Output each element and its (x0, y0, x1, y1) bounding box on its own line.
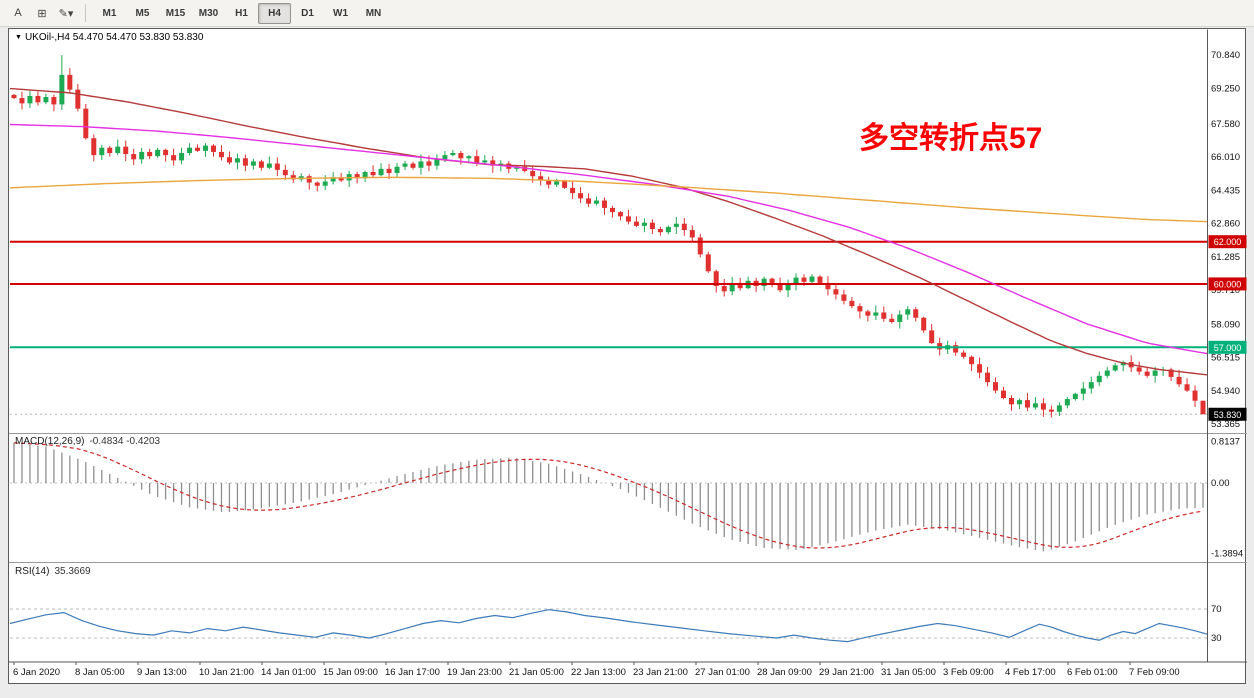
macd-signal-line (13, 442, 1204, 549)
rsi-axis-label: 30 (1211, 633, 1222, 644)
price-axis-label: 53.365 (1211, 419, 1240, 430)
tab-timeframe-m30[interactable]: M30 (198, 7, 219, 19)
rsi-current-value: 35.3669 (54, 566, 91, 577)
rsi-axis-label: 70 (1211, 604, 1222, 615)
collapse-triangle-icon[interactable]: ▼ (15, 34, 22, 41)
time-axis-label: 6 Jan 2020 (13, 667, 60, 678)
time-axis-label: 10 Jan 21:00 (199, 667, 254, 678)
chart-title: ▼ UKOil-,H4 54.470 54.470 53.830 53.830 (15, 32, 203, 43)
time-axis-label: 14 Jan 01:00 (261, 667, 316, 678)
price-badge-60.000 (1208, 277, 1247, 291)
macd-histogram (13, 442, 1204, 552)
rsi-line (9, 609, 1208, 643)
price-badge-53.830 (1208, 407, 1247, 421)
time-axis-label: 9 Jan 13:00 (137, 667, 187, 678)
tab-timeframe-w1[interactable]: W1 (333, 7, 348, 19)
price-axis[interactable]: 70.840 69.250 67.580 66.010 64.435 62.860 61.2… (1208, 50, 1247, 430)
price-badge-text: 53.830 (1214, 410, 1242, 420)
time-axis-label: 4 Feb 17:00 (1005, 667, 1056, 678)
time-axis-label: 27 Jan 01:00 (695, 667, 750, 678)
macd-axis-label: 0.8137 (1211, 437, 1240, 448)
left-tools-group: A ⊞ ✎▾ (6, 2, 78, 24)
tab-timeframe-h4[interactable]: H4 (258, 2, 291, 24)
price-axis-label: 58.090 (1211, 319, 1240, 330)
price-badge-text: 57.000 (1214, 343, 1242, 353)
time-axis-label: 6 Feb 01:00 (1067, 667, 1118, 678)
rsi-name: RSI(14) (15, 566, 50, 577)
macd-current-values: -0.4834 -0.4203 (89, 436, 161, 447)
time-axis-label: 19 Jan 23:00 (447, 667, 502, 678)
macd-axis-label: 0.00 (1211, 478, 1230, 489)
ohlc-values: 54.470 54.470 53.830 53.830 (72, 32, 204, 43)
rsi-indicator-label: RSI(14) 35.3669 (15, 566, 91, 577)
price-axis-label: 56.515 (1211, 353, 1240, 364)
tab-timeframe-m1[interactable]: M1 (102, 7, 117, 19)
time-axis-label: 7 Feb 09:00 (1129, 667, 1180, 678)
tab-timeframe-h1[interactable]: H1 (235, 7, 248, 19)
price-axis-label: 62.860 (1211, 219, 1240, 230)
time-axis-label: 23 Jan 21:00 (633, 667, 688, 678)
tab-timeframe-mn[interactable]: MN (365, 7, 382, 19)
timeframe-buttons-group: M1 M5 M15 M30 H1 H4 D1 W1 MN (93, 2, 390, 24)
ma-slow-orange-line (9, 176, 1208, 223)
chart-canvas[interactable]: 70.840 69.250 67.580 66.010 64.435 62.860 61.2… (9, 29, 1247, 685)
price-axis-label: 61.285 (1211, 252, 1240, 263)
macd-axis-label: -1.3894 (1211, 549, 1243, 560)
tab-timeframe-m5[interactable]: M5 (135, 7, 150, 19)
macd-indicator-label: MACD(12,26,9) -0.4834 -0.4203 (15, 436, 160, 447)
price-axis-label: 69.250 (1211, 84, 1240, 95)
crosshair-tool-button[interactable]: ⊞ (37, 7, 47, 20)
ma-mid-magenta-line (9, 123, 1208, 355)
time-axis-label: 3 Feb 09:00 (943, 667, 994, 678)
cursor-tool-button[interactable]: A (14, 7, 22, 19)
time-axis-label: 15 Jan 09:00 (323, 667, 378, 678)
time-axis-label: 31 Jan 05:00 (881, 667, 936, 678)
price-badge-62.000 (1208, 235, 1247, 249)
price-axis-label: 67.580 (1211, 119, 1240, 130)
price-axis-label: 64.435 (1211, 185, 1240, 196)
price-badge-text: 62.000 (1214, 237, 1242, 247)
price-badge-text: 60.000 (1214, 279, 1242, 289)
candlestick-series (11, 55, 1206, 418)
time-axis-label: 8 Jan 05:00 (75, 667, 125, 678)
tab-timeframe-m15[interactable]: M15 (165, 7, 186, 19)
time-axis-label: 28 Jan 09:00 (757, 667, 812, 678)
tab-timeframe-d1[interactable]: D1 (301, 7, 314, 19)
toolbar-separator (85, 4, 86, 22)
price-axis-label: 54.940 (1211, 386, 1240, 397)
chart-window: 70.840 69.250 67.580 66.010 64.435 62.860 61.2… (8, 28, 1247, 685)
time-axis-label: 29 Jan 21:00 (819, 667, 874, 678)
price-axis-label: 59.710 (1211, 285, 1240, 296)
chart-annotation-text: 多空转折点57 (859, 122, 1043, 155)
time-axis-label: 16 Jan 17:00 (385, 667, 440, 678)
draw-objects-tool-button[interactable]: ✎▾ (58, 7, 74, 20)
ma-fast-red-line (9, 87, 1208, 376)
price-axis-label: 66.010 (1211, 152, 1240, 163)
top-toolbar: A ⊞ ✎▾ M1 M5 M15 M30 H1 H4 D1 W1 MN (0, 0, 1254, 27)
macd-name: MACD(12,26,9) (15, 436, 85, 447)
price-axis-label: 70.840 (1211, 50, 1240, 61)
time-axis-label: 21 Jan 05:00 (509, 667, 564, 678)
symbol-period-label: UKOil-,H4 (24, 32, 70, 43)
time-axis[interactable]: 6 Jan 2020 8 Jan 05:00 9 Jan 13:00 10 Jan 2… (13, 662, 1180, 678)
time-axis-label: 22 Jan 13:00 (571, 667, 626, 678)
price-badge-57.000 (1208, 340, 1247, 354)
